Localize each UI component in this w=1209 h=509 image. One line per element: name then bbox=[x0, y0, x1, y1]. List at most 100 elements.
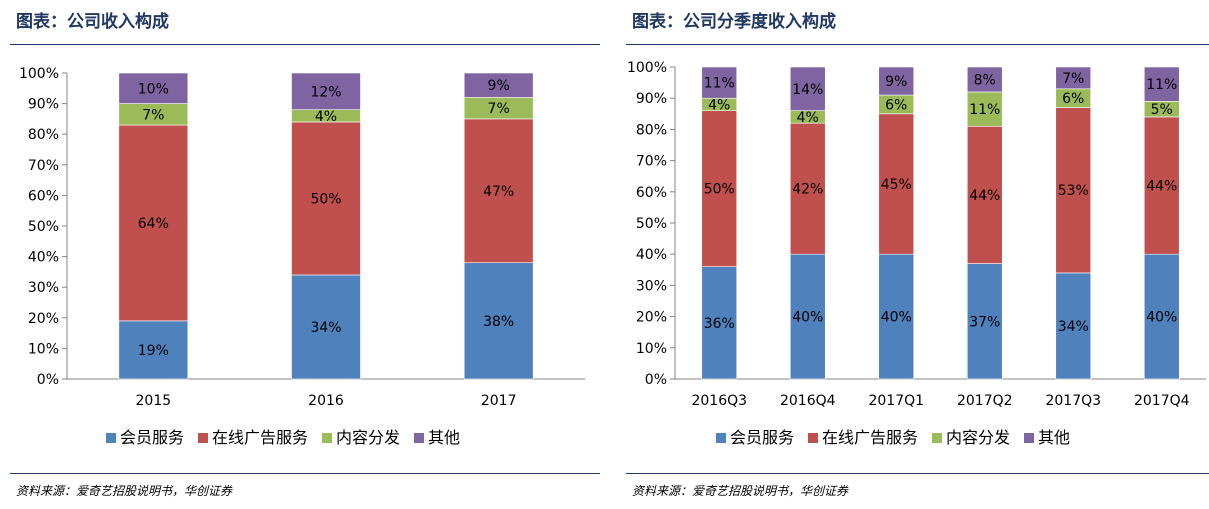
left-data-label: 47% bbox=[483, 184, 514, 200]
left-data-label: 19% bbox=[138, 343, 169, 359]
right-legend-label: 在线广告服务 bbox=[822, 428, 918, 447]
right-data-label: 6% bbox=[1062, 91, 1084, 107]
right-bar-segment-1 bbox=[1143, 116, 1180, 255]
right-bar-segment-0 bbox=[701, 266, 738, 380]
right-y-tick-label: 90% bbox=[636, 91, 667, 107]
left-stacked-bar-chart: 0% 10% 20% 30% 40% 50% 60% 70% 80% 90% 100% 19% 64% 7… bbox=[19, 66, 585, 447]
left-legend-label: 其他 bbox=[428, 428, 460, 447]
right-data-label: 37% bbox=[969, 314, 1000, 330]
right-x-tick-label: 2017Q2 bbox=[957, 393, 1013, 409]
right-data-label: 34% bbox=[1058, 319, 1089, 335]
right-bar-segment-3 bbox=[878, 66, 915, 96]
right-title-divider bbox=[626, 44, 1209, 45]
right-data-label: 14% bbox=[792, 82, 823, 98]
left-data-label: 7% bbox=[142, 107, 164, 123]
right-legend-swatch bbox=[932, 433, 942, 443]
left-legend-swatch bbox=[414, 433, 424, 443]
left-legend-label: 在线广告服务 bbox=[212, 428, 308, 447]
left-y-tick-label: 100% bbox=[19, 66, 59, 82]
left-bar-segment-3 bbox=[118, 72, 189, 104]
right-y-tick-label: 10% bbox=[636, 341, 667, 357]
left-chart-title: 图表：公司收入构成 bbox=[16, 12, 169, 32]
left-y-tick-label: 60% bbox=[28, 188, 59, 204]
right-y-tick-label: 20% bbox=[636, 310, 667, 326]
right-legend-label: 内容分发 bbox=[946, 428, 1010, 447]
right-data-label: 36% bbox=[704, 316, 735, 332]
left-x-tick-label: 2016 bbox=[308, 393, 344, 409]
left-legend-swatch bbox=[198, 433, 208, 443]
right-bar-segment-0 bbox=[966, 263, 1003, 380]
right-bar-segment-3 bbox=[1143, 66, 1180, 102]
left-y-tick-label: 80% bbox=[28, 127, 59, 143]
left-y-tick-label: 40% bbox=[28, 250, 59, 266]
left-bar-segment-1 bbox=[463, 118, 534, 264]
right-stacked-bar-chart: 0% 10% 20% 30% 40% 50% 60% 70% 80% 90% 100% 36% 50% 4… bbox=[627, 60, 1206, 447]
left-legend-swatch bbox=[106, 433, 116, 443]
right-data-label: 4% bbox=[797, 110, 819, 126]
right-x-tick-label: 2016Q3 bbox=[691, 393, 747, 409]
left-data-label: 7% bbox=[488, 101, 510, 117]
right-bar-segment-0 bbox=[789, 253, 826, 380]
right-data-label: 44% bbox=[1146, 179, 1177, 195]
right-x-tick-label: 2017Q3 bbox=[1045, 393, 1101, 409]
left-bar-segment-0 bbox=[118, 320, 189, 380]
right-data-label: 40% bbox=[792, 310, 823, 326]
left-data-label: 4% bbox=[315, 109, 337, 125]
left-y-tick-label: 10% bbox=[28, 341, 59, 357]
right-legend-swatch bbox=[1024, 433, 1034, 443]
right-data-label: 53% bbox=[1058, 183, 1089, 199]
right-y-tick-label: 100% bbox=[627, 60, 667, 76]
right-bar-segment-3 bbox=[701, 66, 738, 99]
right-bar-segment-3 bbox=[789, 66, 826, 111]
left-x-tick-label: 2015 bbox=[136, 393, 172, 409]
right-data-label: 42% bbox=[792, 182, 823, 198]
right-data-label: 11% bbox=[1146, 77, 1177, 93]
right-x-tick-label: 2017Q1 bbox=[868, 393, 924, 409]
right-source-divider bbox=[626, 473, 1209, 474]
right-y-tick-label: 30% bbox=[636, 278, 667, 294]
right-data-label: 50% bbox=[704, 182, 735, 198]
left-data-label: 34% bbox=[310, 320, 341, 336]
right-bar-segment-0 bbox=[1143, 253, 1180, 380]
right-data-label: 9% bbox=[885, 74, 907, 90]
left-bar-segment-3 bbox=[291, 72, 361, 111]
left-y-tick-label: 90% bbox=[28, 97, 59, 113]
right-data-label: 5% bbox=[1151, 102, 1173, 118]
right-bar-segment-3 bbox=[1055, 66, 1092, 90]
right-legend-swatch bbox=[716, 433, 726, 443]
left-legend: 会员服务 在线广告服务 内容分发 其他 bbox=[106, 428, 460, 447]
right-y-tick-label: 60% bbox=[636, 185, 667, 201]
left-legend-label: 会员服务 bbox=[120, 428, 184, 447]
right-x-tick-label: 2016Q4 bbox=[780, 393, 836, 409]
right-data-label: 44% bbox=[969, 188, 1000, 204]
right-bar-segment-0 bbox=[878, 253, 915, 380]
left-bar-segment-1 bbox=[118, 124, 189, 322]
left-data-label: 38% bbox=[483, 314, 514, 330]
left-x-tick-label: 2017 bbox=[481, 393, 517, 409]
left-source-divider bbox=[10, 473, 600, 474]
right-y-tick-label: 50% bbox=[636, 216, 667, 232]
right-x-tick-label: 2017Q4 bbox=[1134, 393, 1190, 409]
right-legend-label: 其他 bbox=[1038, 428, 1070, 447]
left-y-tick-label: 50% bbox=[28, 219, 59, 235]
left-data-label: 50% bbox=[310, 191, 341, 207]
left-y-tick-label: 0% bbox=[37, 372, 59, 388]
right-y-tick-label: 0% bbox=[645, 372, 667, 388]
left-y-tick-label: 20% bbox=[28, 311, 59, 327]
left-source-note: 资料来源：爱奇艺招股说明书，华创证券 bbox=[16, 484, 233, 498]
left-title-divider bbox=[10, 44, 600, 45]
right-data-label: 40% bbox=[881, 310, 912, 326]
right-data-label: 11% bbox=[969, 102, 1000, 118]
left-bar-segment-0 bbox=[291, 274, 361, 380]
right-chart-title: 图表：公司分季度收入构成 bbox=[632, 12, 836, 32]
left-legend-swatch bbox=[322, 433, 332, 443]
right-data-label: 45% bbox=[881, 177, 912, 193]
right-data-label: 7% bbox=[1062, 71, 1084, 87]
right-data-label: 40% bbox=[1146, 310, 1177, 326]
left-y-tick-label: 70% bbox=[28, 158, 59, 174]
right-legend-swatch bbox=[808, 433, 818, 443]
right-y-tick-label: 70% bbox=[636, 154, 667, 170]
left-data-label: 12% bbox=[310, 84, 341, 100]
right-bar-segment-1 bbox=[878, 113, 915, 255]
right-legend-label: 会员服务 bbox=[730, 428, 794, 447]
